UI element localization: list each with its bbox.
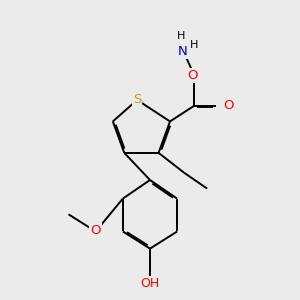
- Text: O: O: [188, 69, 198, 82]
- Text: N: N: [178, 45, 188, 58]
- Text: OH: OH: [140, 277, 160, 290]
- Text: S: S: [133, 94, 141, 106]
- Text: H: H: [190, 40, 198, 50]
- Text: H: H: [176, 31, 185, 41]
- Text: O: O: [90, 224, 101, 236]
- Text: O: O: [223, 99, 233, 112]
